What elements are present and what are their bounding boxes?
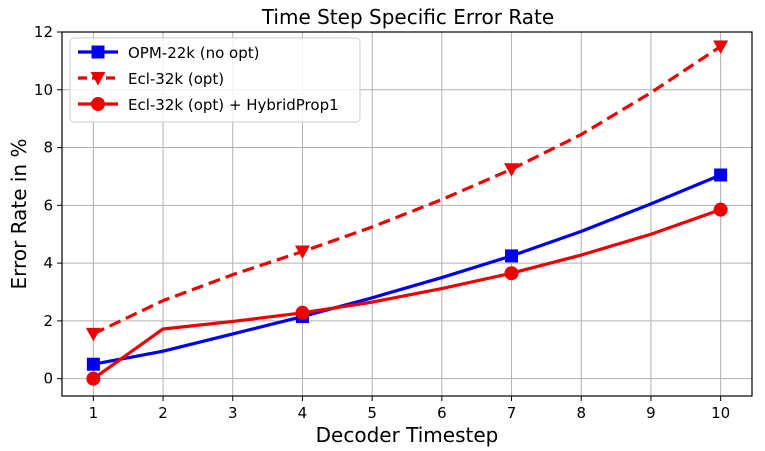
x-axis: 1 2 3 4 5 6 7 8 9 10 — [89, 396, 730, 422]
y-tick-label: 10 — [34, 81, 53, 99]
data-point — [295, 305, 310, 320]
x-tick-label: 6 — [437, 404, 447, 422]
data-point — [713, 40, 729, 54]
x-tick-label: 7 — [507, 404, 517, 422]
x-tick-label: 3 — [228, 404, 238, 422]
x-tick-label: 1 — [89, 404, 99, 422]
data-point — [86, 357, 100, 371]
legend-label: Ecl-32k (opt) + HybridProp1 — [128, 96, 339, 114]
data-point — [504, 163, 520, 177]
x-axis-label: Decoder Timestep — [316, 423, 499, 447]
x-tick-label: 5 — [367, 404, 377, 422]
x-tick-label: 8 — [576, 404, 586, 422]
series-line — [93, 173, 722, 366]
plot-frame — [61, 31, 753, 397]
x-tick-label: 2 — [158, 404, 168, 422]
legend-marker — [91, 45, 105, 59]
series-layer — [85, 40, 729, 386]
x-tick-label: 4 — [298, 404, 308, 422]
data-point — [504, 266, 519, 281]
x-tick-label: 9 — [646, 404, 656, 422]
legend-marker — [90, 72, 106, 86]
series-2 — [85, 40, 729, 342]
legend-box — [69, 37, 361, 123]
y-tick-label: 12 — [34, 23, 53, 41]
y-tick-label: 6 — [43, 196, 53, 214]
y-tick-label: 4 — [43, 254, 53, 272]
series-line — [92, 208, 722, 380]
x-tick-label: 10 — [711, 404, 730, 422]
y-tick-label: 2 — [43, 312, 53, 330]
chart-title: Time Step Specific Error Rate — [261, 5, 554, 29]
data-point — [713, 202, 728, 217]
y-tick-label: 0 — [43, 370, 53, 388]
data-point — [505, 249, 519, 263]
legend-label: Ecl-32k (opt) — [128, 70, 224, 88]
series-line — [92, 45, 722, 336]
legend-marker — [91, 97, 105, 111]
legend-label: OPM-22k (no opt) — [128, 44, 259, 62]
data-point — [714, 168, 728, 182]
data-point — [294, 245, 310, 260]
data-point — [85, 327, 101, 342]
legend: OPM-22k (no opt) Ecl-32k (opt) Ecl-32k (op… — [69, 37, 361, 123]
y-tick-label: 8 — [43, 139, 53, 157]
series-3 — [86, 202, 728, 386]
y-axis: 0 2 4 6 8 10 12 — [34, 23, 62, 388]
y-axis-label: Error Rate in % — [7, 139, 31, 290]
data-point — [86, 371, 101, 386]
